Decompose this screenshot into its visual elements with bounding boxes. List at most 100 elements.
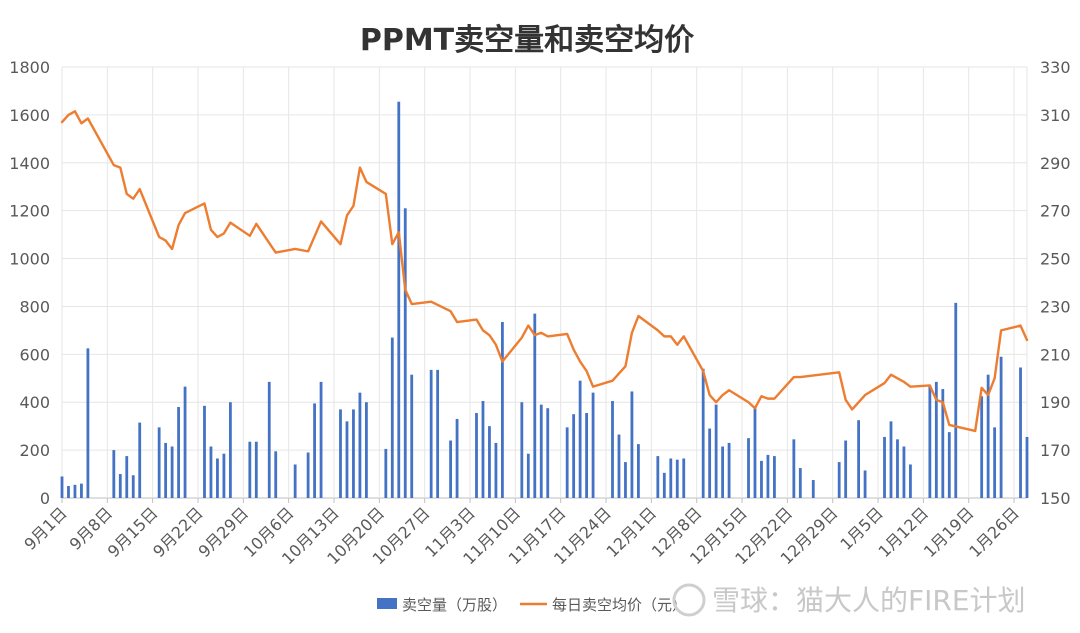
y-right-tick-label: 230: [1040, 297, 1071, 316]
price-line: [60, 110, 1029, 433]
bar: [352, 409, 355, 498]
bar: [837, 462, 841, 498]
y-left-tick-label: 1600: [9, 106, 50, 125]
bar: [313, 403, 316, 498]
y-right-tick-label: 210: [1040, 345, 1071, 364]
right-axis: 150 170 190 210 230 250 270 290 310 330: [1040, 58, 1071, 508]
bar: [682, 458, 686, 498]
bar: [993, 427, 997, 498]
y-right-tick-label: 150: [1040, 489, 1071, 508]
bar: [883, 436, 886, 498]
y-right-tick-label: 290: [1040, 154, 1071, 173]
bar: [228, 402, 232, 498]
bar: [792, 439, 796, 498]
y-right-tick-label: 250: [1040, 250, 1071, 269]
bar: [986, 374, 990, 498]
bar: [397, 101, 401, 498]
y-left-tick-label: 1400: [9, 154, 50, 173]
bar: [624, 462, 627, 498]
bar: [546, 408, 550, 498]
bar: [721, 446, 725, 498]
left-axis: 0 200 400 600 800 1000 1200 1400 1600 1800: [9, 58, 50, 508]
bar: [488, 426, 491, 498]
bar: [773, 456, 776, 498]
y-left-tick-label: 600: [19, 345, 50, 364]
bar: [429, 369, 433, 498]
bar: [520, 402, 524, 498]
y-left-tick-label: 200: [19, 441, 50, 460]
bar: [565, 427, 569, 498]
bar: [999, 356, 1003, 498]
bar: [617, 434, 621, 498]
bar: [701, 368, 705, 498]
bar: [526, 453, 530, 498]
bar: [319, 381, 323, 498]
bar: [896, 439, 899, 498]
y-right-tick-label: 270: [1040, 202, 1071, 221]
bar: [390, 337, 394, 498]
bar: [857, 420, 861, 498]
legend-bar-label: 卖空量（万股）: [402, 596, 507, 614]
bar: [585, 412, 588, 498]
bar: [170, 446, 174, 498]
y-right-tick-label: 190: [1040, 393, 1071, 412]
bar: [980, 396, 984, 498]
y-left-tick-label: 1000: [9, 250, 50, 269]
bar: [637, 444, 640, 498]
bar: [902, 446, 906, 498]
bar: [481, 401, 485, 498]
bar: [708, 428, 712, 498]
bar: [760, 460, 763, 498]
bar: [656, 456, 660, 498]
bar: [410, 374, 414, 498]
bar: [339, 409, 342, 498]
bar: [364, 402, 368, 498]
bar: [157, 427, 161, 498]
bar: [222, 453, 226, 498]
bar: [539, 404, 543, 498]
bar: [572, 414, 576, 498]
watermark-logo-icon: [672, 583, 706, 617]
bar: [293, 464, 297, 498]
legend: 卖空量（万股） 每日卖空均价（元）: [377, 596, 687, 614]
bar: [675, 459, 679, 498]
bar: [138, 422, 142, 498]
bar: [844, 440, 848, 498]
bar: [73, 484, 77, 498]
chart-title: PPMT卖空量和卖空均价: [360, 23, 694, 58]
bar: [125, 456, 129, 498]
y-left-tick-label: 0: [40, 489, 50, 508]
bar: [267, 381, 271, 498]
y-left-tick-label: 800: [19, 297, 50, 316]
bar: [384, 448, 388, 498]
bar: [203, 405, 206, 498]
y-left-tick-label: 1800: [9, 58, 50, 77]
bar: [909, 464, 912, 498]
gridlines: [61, 66, 1028, 499]
bar: [501, 322, 504, 498]
bar: [475, 412, 478, 498]
y-right-tick-label: 170: [1040, 441, 1071, 460]
bar: [436, 369, 440, 498]
bar: [118, 474, 122, 498]
bar-series: [60, 101, 1029, 498]
bar: [1019, 367, 1022, 498]
bar: [455, 418, 459, 498]
bar: [209, 446, 213, 498]
bar: [747, 438, 750, 498]
bar: [67, 486, 70, 498]
bar: [947, 432, 951, 498]
bar: [1025, 436, 1029, 498]
bar: [254, 441, 258, 498]
bar: [403, 208, 407, 498]
bar: [928, 385, 932, 498]
bar: [591, 392, 595, 498]
bar: [727, 442, 731, 498]
bar: [863, 470, 867, 498]
bar: [753, 408, 757, 498]
bar: [274, 451, 278, 498]
bar: [630, 391, 634, 498]
bar: [578, 380, 582, 498]
